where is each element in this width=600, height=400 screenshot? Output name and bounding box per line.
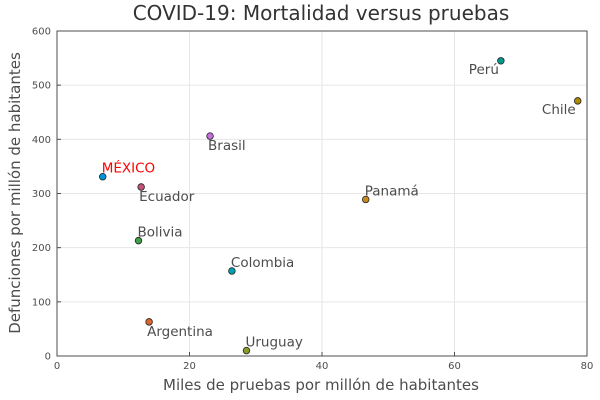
point-label-ecuador: Ecuador [139, 189, 195, 205]
y-tick-label: 500 [32, 81, 51, 92]
grid-lines [56, 30, 588, 357]
data-points: Perú Chile Brasil MÉXICO Ecuador Panamá Bolivi… [99, 57, 582, 355]
point-label-peru: Perú [469, 62, 499, 78]
point-label-brasil: Brasil [208, 138, 246, 154]
data-point-chile [574, 97, 582, 105]
data-point-colombia [228, 267, 236, 275]
y-tick-label: 200 [32, 243, 51, 254]
data-point-peru [497, 57, 505, 65]
y-tick-label: 0 [45, 352, 51, 363]
point-label-uruguay: Uruguay [245, 335, 302, 351]
point-label-bolivia: Bolivia [137, 225, 182, 241]
data-point-bolivia [134, 236, 143, 245]
chart-title: COVID-19: Mortalidad versus pruebas [133, 1, 510, 25]
y-axis-label: Defunciones por millón de habitantes [6, 52, 24, 334]
y-axis-ticks: 0 100 200 300 400 500 600 [32, 27, 61, 363]
data-point-ecuador [137, 183, 145, 191]
point-label-panama: Panamá [365, 183, 419, 199]
data-point-mexico [99, 173, 107, 181]
x-tick-label: 40 [316, 361, 329, 372]
point-label-chile: Chile [542, 102, 576, 118]
x-axis-ticks: 0 20 40 60 80 [54, 352, 594, 372]
x-axis-label: Miles de pruebas por millón de habitante… [163, 376, 479, 394]
x-tick-label: 20 [183, 361, 196, 372]
point-label-colombia: Colombia [231, 255, 294, 271]
y-tick-label: 300 [32, 189, 51, 200]
x-tick-label: 60 [448, 361, 461, 372]
data-point-argentina [145, 318, 153, 326]
data-point-panama [362, 195, 370, 204]
data-point-uruguay [242, 346, 251, 355]
data-point-brasil [206, 132, 214, 140]
x-tick-label: 80 [581, 361, 594, 372]
point-label-mexico: MÉXICO [102, 160, 155, 177]
x-tick-label: 0 [54, 361, 60, 372]
y-tick-label: 100 [32, 297, 51, 308]
point-label-argentina: Argentina [147, 324, 213, 340]
y-tick-label: 600 [32, 27, 51, 38]
y-tick-label: 400 [32, 135, 51, 146]
